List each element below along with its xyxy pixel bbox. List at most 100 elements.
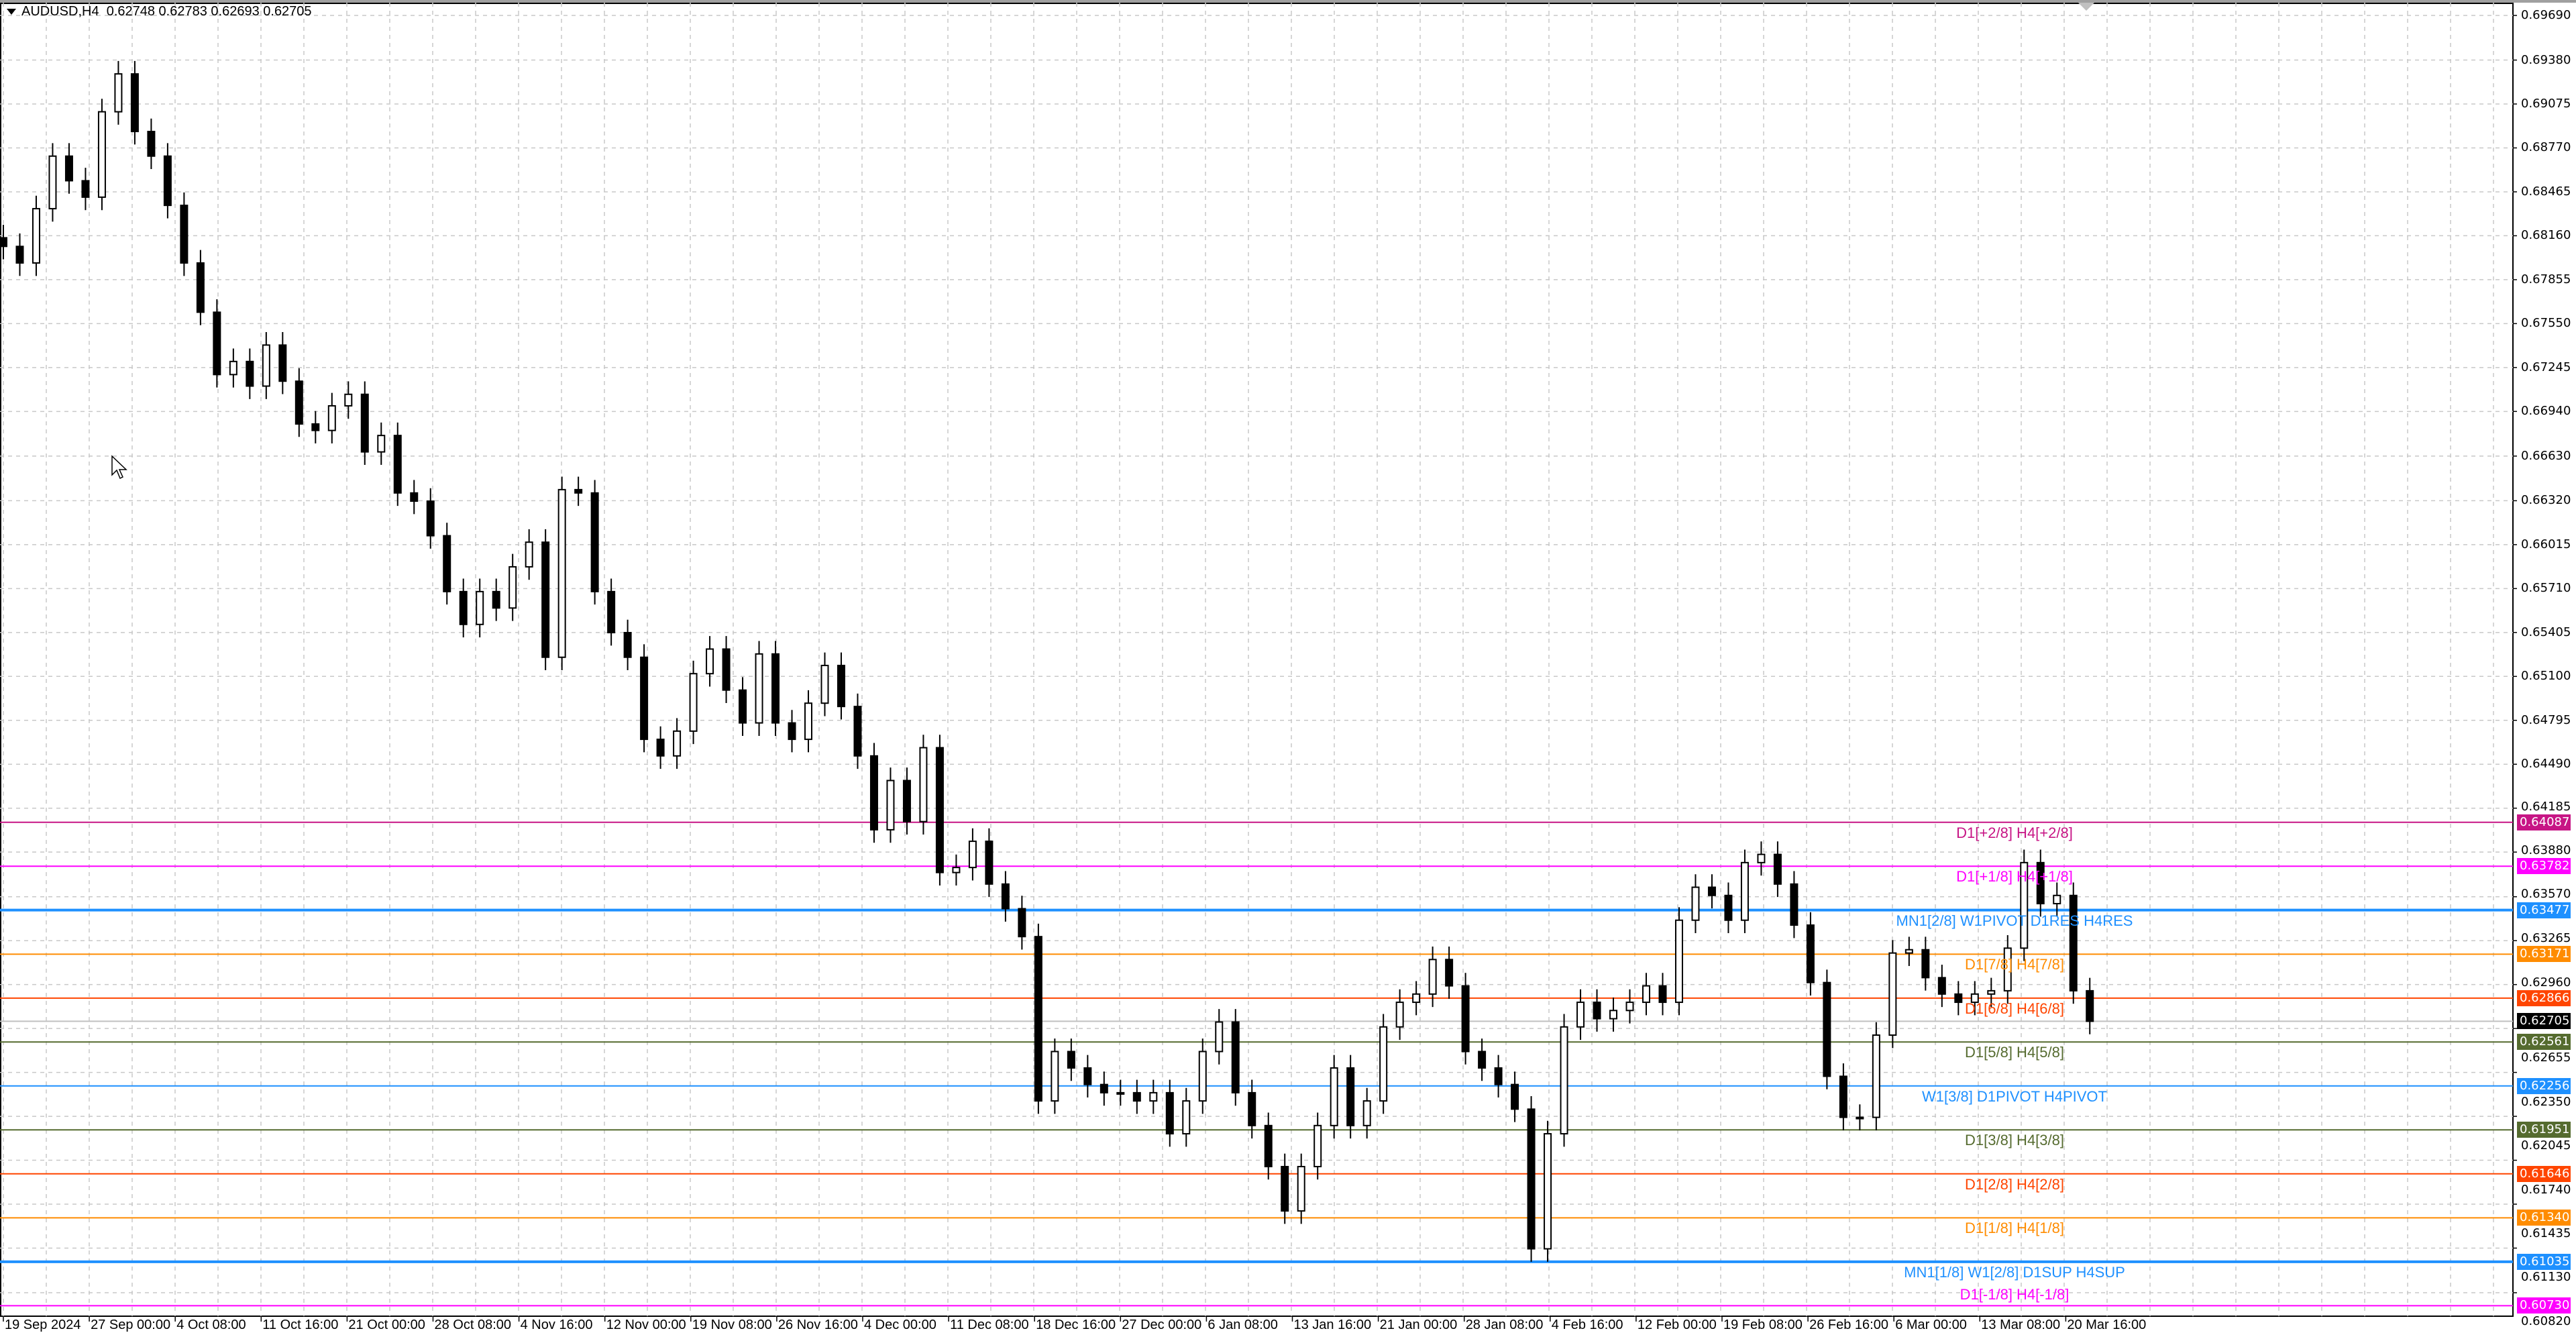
- y-tick-label: 0.68465: [2521, 184, 2571, 199]
- level-label: D1[1/8] H4[1/8]: [1965, 1220, 2064, 1237]
- x-tick-label: 21 Jan 00:00: [1379, 1318, 1458, 1332]
- y-tick-label: 0.69380: [2521, 52, 2571, 67]
- candle-body: [377, 435, 386, 453]
- shift-marker-icon[interactable]: [2078, 3, 2094, 11]
- candle-body: [640, 656, 649, 741]
- x-tick-label: 6 Mar 00:00: [1895, 1318, 1967, 1332]
- candle-body: [919, 747, 928, 822]
- candle-body: [2086, 989, 2094, 1022]
- y-tick-label: 0.67550: [2521, 316, 2571, 331]
- candle-body: [48, 155, 57, 210]
- x-tick-label: 18 Dec 16:00: [1036, 1318, 1116, 1332]
- candle-body: [1001, 883, 1010, 910]
- level-label: D1[6/8] H4[6/8]: [1965, 1000, 2064, 1017]
- y-tick-label: 0.66015: [2521, 537, 2571, 551]
- level-label: MN1[2/8] W1PIVOT D1RES H4RES: [1896, 912, 2133, 929]
- candle-body: [426, 500, 435, 537]
- x-tick-label: 11 Oct 16:00: [262, 1318, 339, 1332]
- x-tick-label: 19 Sep 2024: [5, 1318, 81, 1332]
- y-tick-label: 0.63880: [2521, 843, 2571, 858]
- y-tick-label: 0.61130: [2521, 1270, 2571, 1285]
- x-tick-label: 28 Oct 08:00: [434, 1318, 512, 1332]
- level-price-label: 0.62866: [2517, 989, 2571, 1006]
- y-tick-label: 0.61435: [2521, 1226, 2571, 1241]
- candle-body: [1904, 949, 1913, 954]
- candle-body: [1527, 1108, 1536, 1250]
- candle-body: [410, 492, 419, 502]
- candle-body: [706, 648, 714, 675]
- candle-body: [2053, 894, 2061, 905]
- level-label: W1[3/8] D1PIVOT H4PIVOT: [1922, 1087, 2107, 1105]
- level-price-label: 0.63782: [2517, 858, 2571, 875]
- candle-body: [2020, 861, 2029, 949]
- candle-body: [1099, 1083, 1108, 1093]
- candle-body: [1231, 1021, 1240, 1093]
- candle-body: [837, 664, 845, 708]
- x-tick-label: 19 Feb 08:00: [1723, 1318, 1803, 1332]
- plot-border: [0, 3, 2514, 1317]
- candle-body: [246, 360, 254, 387]
- y-tick-label: 0.64490: [2521, 757, 2571, 771]
- x-tick-label: 27 Sep 00:00: [91, 1318, 171, 1332]
- candle-body: [1954, 993, 1963, 1004]
- x-tick-label: 28 Jan 08:00: [1465, 1318, 1544, 1332]
- y-tick-label: 0.62960: [2521, 975, 2571, 989]
- level-label: MN1[1/8] W1[2/8] D1SUP H4SUP: [1904, 1263, 2125, 1281]
- candle-body: [476, 590, 484, 625]
- candle-body: [1494, 1067, 1503, 1085]
- level-price-label: 0.61340: [2517, 1210, 2571, 1226]
- x-tick-label: 13 Jan 16:00: [1293, 1318, 1372, 1332]
- candle-body: [360, 393, 369, 453]
- candle-body: [886, 780, 895, 831]
- candle-body: [1132, 1091, 1141, 1102]
- candle-body: [196, 262, 205, 313]
- level-label: D1[2/8] H4[2/8]: [1965, 1175, 2064, 1193]
- candle-body: [1297, 1165, 1305, 1212]
- level-label: D1[5/8] H4[5/8]: [1965, 1044, 2064, 1061]
- candle-body: [1412, 993, 1421, 1004]
- candle-body: [1215, 1021, 1224, 1053]
- x-tick-label: 21 Oct 00:00: [348, 1318, 425, 1332]
- candle-body: [114, 73, 123, 113]
- x-tick-label: 6 Jan 08:00: [1208, 1318, 1278, 1332]
- x-tick-label: 4 Oct 08:00: [176, 1318, 246, 1332]
- x-tick-label: 20 Mar 16:00: [2067, 1318, 2147, 1332]
- x-tick-label: 4 Dec 00:00: [864, 1318, 936, 1332]
- candle-body: [2003, 947, 2012, 992]
- candle-body: [1281, 1165, 1289, 1212]
- candle-body: [81, 180, 90, 198]
- candle-body: [1264, 1124, 1273, 1167]
- y-tick-label: 0.62350: [2521, 1094, 2571, 1109]
- y-tick-label: 0.65710: [2521, 581, 2571, 596]
- level-label: D1[+2/8] H4[+2/8]: [1956, 824, 2073, 841]
- candle-body: [262, 344, 270, 387]
- y-tick-label: 0.68160: [2521, 228, 2571, 243]
- candle-body: [771, 653, 780, 724]
- y-tick-label: 0.66320: [2521, 493, 2571, 508]
- candle-body: [1149, 1091, 1158, 1102]
- candle-body: [1576, 1002, 1585, 1028]
- candle-body: [1198, 1051, 1207, 1102]
- y-tick-label: 0.65405: [2521, 625, 2571, 639]
- collapse-triangle-icon[interactable]: [7, 9, 16, 15]
- candle-body: [525, 541, 533, 568]
- candle-body: [623, 632, 632, 658]
- candle-body: [64, 155, 73, 182]
- level-price-label: 0.60730: [2517, 1297, 2571, 1314]
- candle-body: [1445, 959, 1454, 987]
- candle-body: [1560, 1026, 1568, 1135]
- candle-body: [1642, 985, 1650, 1004]
- level-price-label: 0.61951: [2517, 1122, 2571, 1138]
- candle-body: [1658, 985, 1667, 1004]
- candle-body: [180, 205, 189, 264]
- candle-body: [1330, 1067, 1338, 1126]
- candle-body: [739, 689, 747, 724]
- level-price-label: 0.61646: [2517, 1165, 2571, 1182]
- y-tick-label: 0.61740: [2521, 1182, 2571, 1197]
- candle-body: [492, 590, 500, 609]
- y-tick-label: 0.64795: [2521, 712, 2571, 727]
- y-tick-label: 0.67855: [2521, 272, 2571, 286]
- candle-body: [1428, 959, 1437, 995]
